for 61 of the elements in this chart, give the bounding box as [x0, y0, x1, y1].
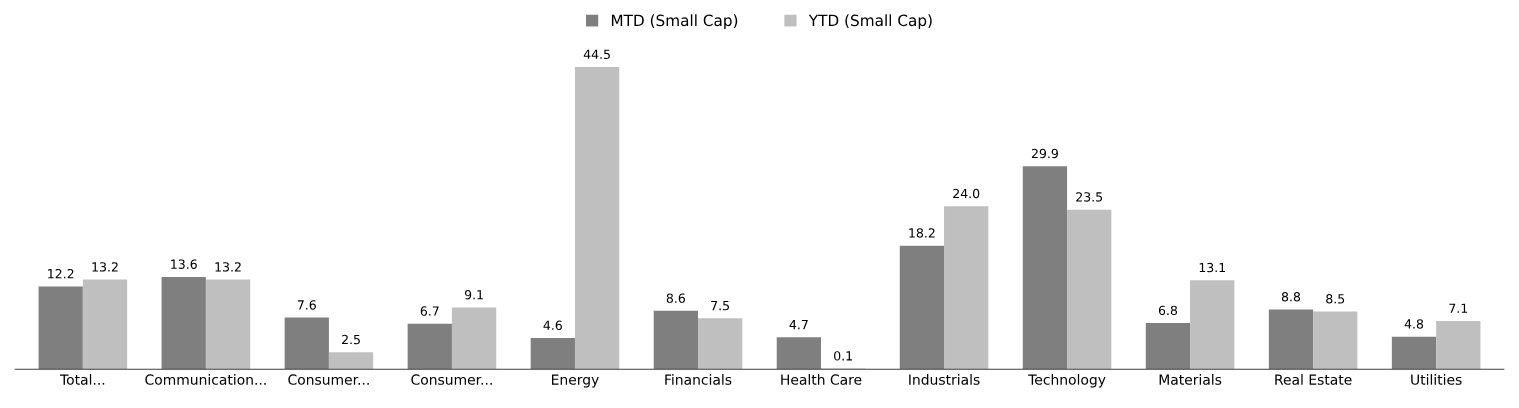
x-tick-label: Utilities: [1411, 374, 1462, 385]
bar: [1313, 311, 1358, 370]
bar: [697, 318, 743, 370]
data-label: 24.0: [953, 188, 980, 199]
bar: [776, 337, 822, 370]
x-tick-label: Communication...: [145, 374, 266, 385]
data-label: 12.2: [48, 268, 74, 279]
bar: [899, 245, 945, 370]
data-label: 6.7: [420, 306, 439, 316]
bar: [530, 338, 575, 370]
legend-label: YTD (Small Cap): [808, 14, 932, 30]
data-label: 9.1: [464, 290, 483, 300]
data-label: 18.2: [909, 228, 935, 238]
x-tick-label: Real Estate: [1275, 374, 1352, 385]
data-label: 8.8: [1281, 292, 1301, 302]
x-tick-label: Materials: [1159, 374, 1222, 385]
data-label: 2.5: [342, 334, 360, 345]
data-label: 23.5: [1076, 192, 1103, 202]
bar: [1022, 166, 1068, 370]
data-label: 13.1: [1199, 262, 1225, 273]
x-tick-label: Technology: [1028, 374, 1106, 388]
data-label: 8.5: [1326, 294, 1345, 304]
x-tick-label: Total...: [59, 374, 105, 385]
bar: [284, 317, 329, 370]
legend-label: MTD (Small Cap): [611, 14, 738, 30]
bar: [1145, 323, 1191, 370]
data-label: 44.5: [583, 49, 610, 60]
x-tick-label: Financials: [665, 374, 732, 385]
bar: [38, 286, 83, 370]
data-label: 4.8: [1404, 319, 1424, 329]
x-tick-label: Consumer...: [288, 374, 369, 385]
data-label: 7.1: [1449, 303, 1468, 313]
data-label: 7.6: [297, 300, 316, 310]
bar: [1391, 336, 1437, 370]
bar: [328, 352, 374, 370]
data-label: 7.5: [711, 301, 729, 311]
bar: [1268, 309, 1314, 370]
data-label: 13.2: [215, 262, 241, 272]
bar: [205, 279, 251, 370]
x-tick-label: Health Care: [781, 374, 862, 385]
x-tick-label: Industrials: [909, 374, 980, 385]
data-label: 0.1: [834, 351, 852, 361]
x-tick-label: Consumer...: [411, 374, 492, 385]
data-label: 6.8: [1158, 305, 1178, 316]
bar: [1067, 209, 1112, 370]
bar: [574, 67, 620, 370]
bar: [407, 323, 452, 370]
data-label: 4.7: [789, 320, 808, 330]
bar: [1190, 280, 1235, 370]
bar: [653, 310, 698, 370]
data-label: 4.6: [543, 320, 562, 331]
bar: [451, 307, 497, 370]
data-label: 8.6: [666, 293, 685, 303]
data-label: 13.2: [92, 262, 118, 272]
bar: [82, 279, 128, 370]
bar: [161, 276, 206, 370]
data-label: 13.6: [171, 259, 197, 269]
x-tick-label: Energy: [552, 374, 599, 388]
bar: [1436, 321, 1481, 370]
bar: [944, 206, 989, 370]
data-label: 29.9: [1031, 148, 1058, 159]
